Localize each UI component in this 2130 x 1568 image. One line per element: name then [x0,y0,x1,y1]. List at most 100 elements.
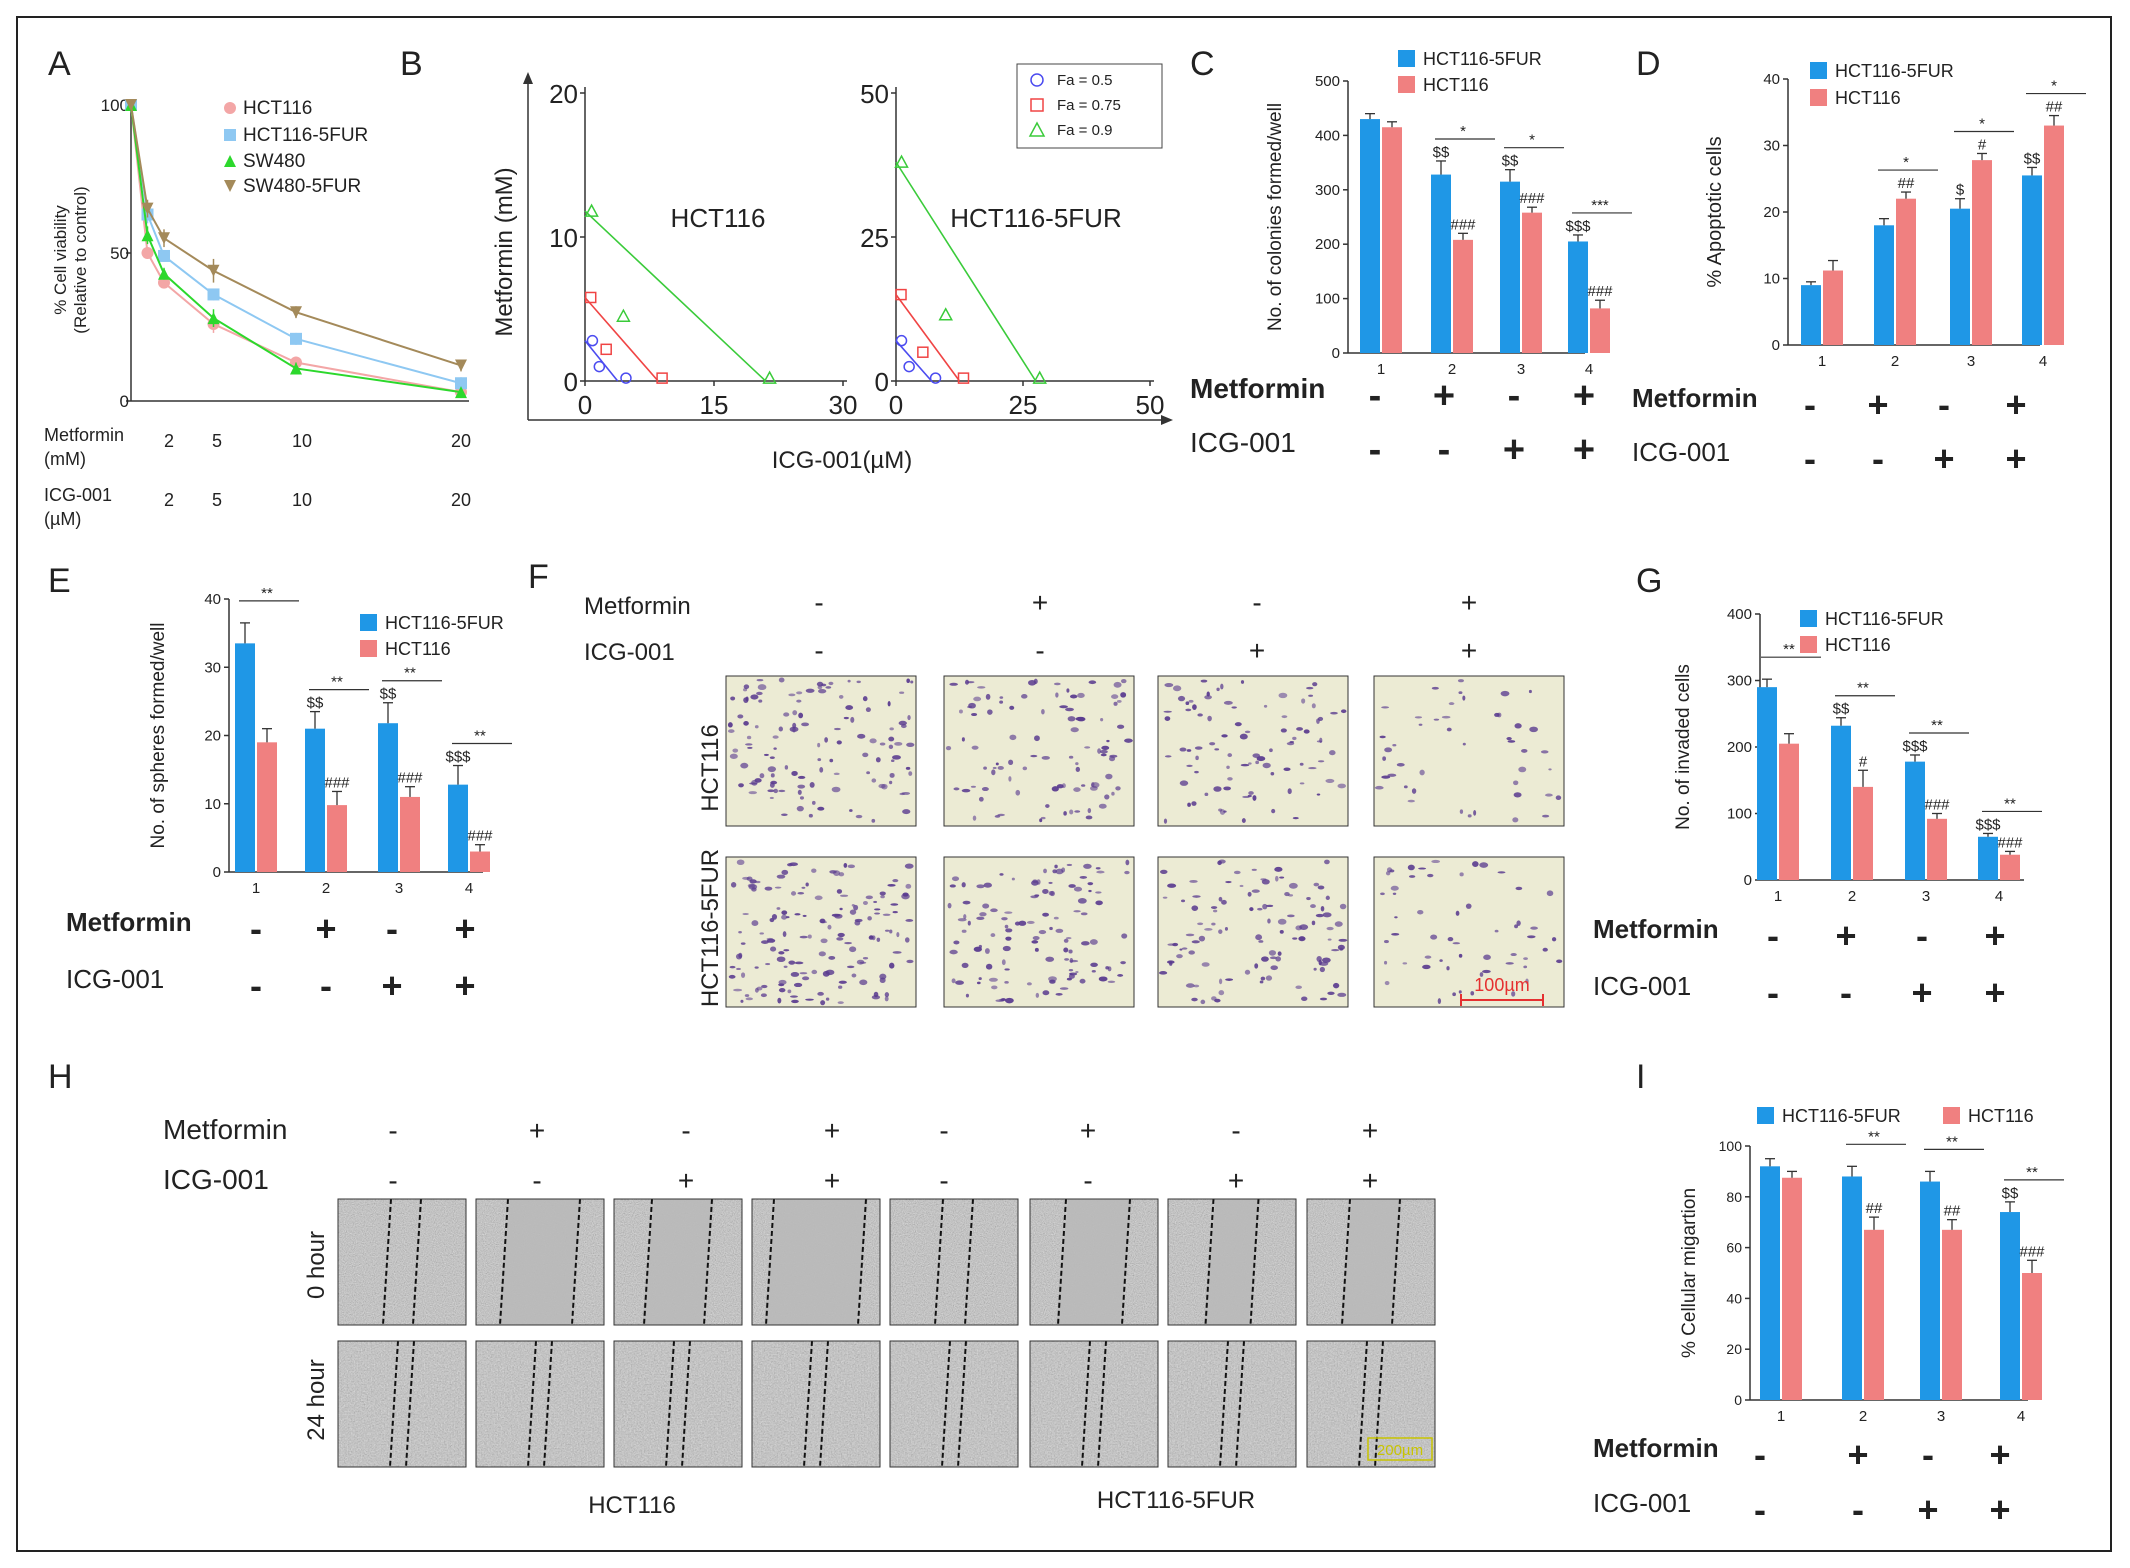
y-axis-label: No. of spheres formed/well [148,623,169,849]
stained-cell [1455,910,1460,916]
stained-cell [949,682,958,686]
stained-cell [1528,689,1532,694]
wound-image [1167,1198,1297,1326]
stained-cell [1194,746,1203,750]
data-point [207,288,220,301]
wound-texture [890,1199,1018,1325]
data-point [929,372,942,384]
wound-tint [752,1341,880,1467]
stained-cell [745,696,749,702]
stained-cell [836,889,843,894]
bar [1382,127,1402,354]
stained-cell [1260,976,1266,981]
significance-label: *** [1591,197,1609,214]
stained-cell [1255,934,1263,941]
stained-cell [1301,698,1306,704]
stained-cell [1069,972,1078,976]
wound-edge [1374,1340,1384,1468]
stained-cell [1325,778,1335,784]
stained-cell [958,709,963,714]
stained-cell [738,931,742,934]
stained-cell [1340,709,1347,714]
stained-cell [773,788,779,794]
stained-cell [999,696,1004,699]
stained-cell [1191,801,1197,806]
x-tick-label: 3 [395,880,403,897]
wound-edge [857,1198,867,1326]
stained-cell [1040,816,1046,820]
stained-cell [1098,803,1107,809]
stained-cell [1087,882,1094,886]
y-tick-label: 0 [213,864,221,881]
y-tick-label: 100 [101,96,129,115]
stained-cell [1483,954,1491,960]
stained-cell [1173,685,1182,692]
stained-cell [999,700,1004,704]
bar [1590,308,1610,353]
stained-cell [896,931,900,938]
treatment-symbol: + [1362,1165,1378,1196]
legend-marker [1028,121,1046,137]
data-point [1032,370,1047,384]
stained-cell [742,912,749,916]
stained-cell [1223,810,1227,813]
stained-cell [1198,935,1206,942]
stained-cell [1185,933,1195,937]
isobole-line [895,294,961,382]
stained-cell [962,900,971,905]
wound-gap [764,1199,868,1325]
stained-cell [1458,953,1463,958]
stained-cell [1334,921,1343,927]
tile-border [889,1198,1019,1326]
stained-cell [871,995,881,1000]
wound-texture [1168,1341,1296,1467]
stained-cell [949,949,958,955]
stained-cell [1159,971,1168,975]
stained-cell [750,694,759,700]
stained-cell [1251,868,1257,871]
stained-cell [802,914,807,917]
stained-cell [1523,965,1528,969]
bar [1500,181,1520,353]
x-tick-label: 2 [1848,888,1856,905]
stained-cell [972,815,977,821]
stained-cell [1339,903,1347,910]
stained-cell [1185,708,1192,712]
wound-edge [543,1340,553,1468]
treatment-symbol: - [1754,1489,1766,1530]
significance-marker: ### [397,770,423,787]
stained-cell [1392,744,1397,747]
stained-cell [1506,737,1512,741]
wound-tint [338,1341,466,1467]
significance-marker: ### [1519,190,1545,207]
wound-edge [681,1340,691,1468]
stained-cell [1239,884,1244,888]
stained-cell [1066,863,1073,867]
stained-cell [1194,770,1199,774]
panel-h-wound-images: - + - + - + - + - - + + - - + +200µm [337,1115,1436,1468]
stained-cell [1270,965,1278,971]
panel-letter-i: I [1636,1058,1645,1096]
stained-cell [763,753,769,756]
legend-marker [224,155,236,167]
stained-cell [1298,936,1306,942]
stained-cell [811,800,816,805]
tile-border [337,1198,467,1326]
legend-label: HCT116 [1825,635,1891,655]
scale-bar-label: 100µm [1474,975,1529,995]
stained-cell [772,735,779,739]
treatment-symbol: - [1231,1115,1240,1146]
wound-edge [941,1340,951,1468]
stained-cell [862,956,869,960]
stained-cell [1414,716,1423,719]
treatment-symbol: - [1754,1434,1766,1475]
panel-b-isobologram: 0 10 20 0 15 30 0 25 50 0 25 50 Fa = 0.5 Fa = 0.75 Fa … [523,63,1173,425]
metformin-label: Metformin [1593,914,1719,944]
significance-label: * [1460,123,1466,140]
stained-cell [1452,992,1456,997]
stained-cell [976,981,981,985]
stained-cell [839,894,849,897]
significance-marker: ### [1450,216,1476,233]
series-line [130,104,462,367]
stained-cell [1317,885,1325,890]
